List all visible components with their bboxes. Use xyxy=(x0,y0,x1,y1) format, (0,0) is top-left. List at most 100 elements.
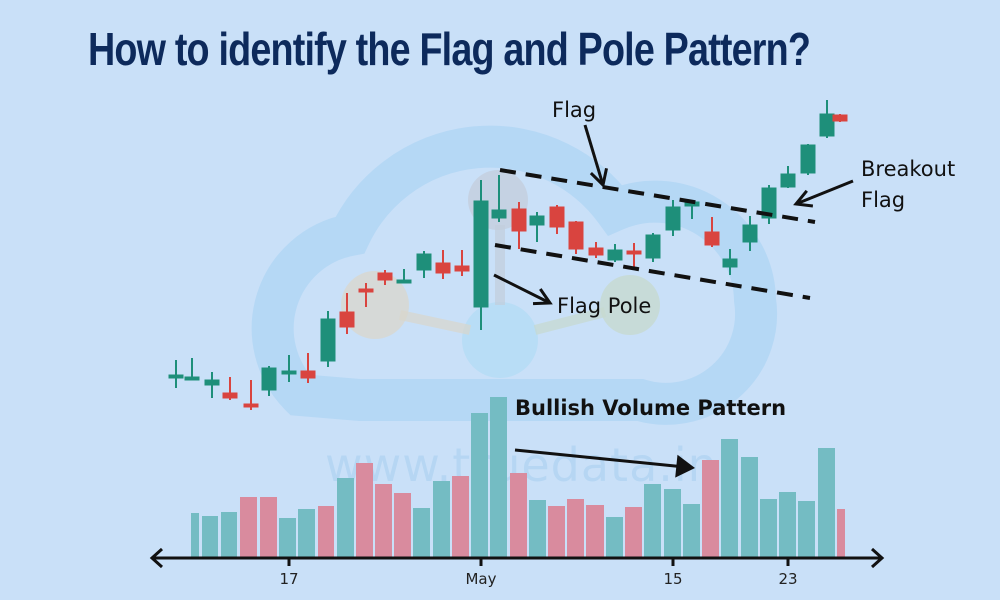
candlesticks xyxy=(168,100,848,410)
flag-lower-line xyxy=(494,243,811,300)
page-title: How to identify the Flag and Pole Patter… xyxy=(88,23,811,75)
volume-bar xyxy=(433,481,450,558)
volume-bar xyxy=(837,509,845,558)
breakout-flag-label: Breakout Flag xyxy=(861,154,955,216)
breakout-label-line1: Breakout xyxy=(861,157,956,181)
volume-bar xyxy=(191,513,199,558)
candle-body xyxy=(832,114,848,122)
candle-body xyxy=(454,265,470,272)
volume-bar xyxy=(760,499,777,558)
candle-body xyxy=(511,208,527,232)
volume-bar xyxy=(779,492,796,558)
volume-bar xyxy=(240,497,257,558)
candle-body xyxy=(491,209,507,219)
volume-bar xyxy=(529,500,546,558)
volume-bar xyxy=(644,484,661,558)
volume-bar xyxy=(798,501,815,558)
candle-body xyxy=(588,247,604,256)
candle-body xyxy=(396,279,412,284)
x-tick-label: 17 xyxy=(279,570,299,588)
candle-body xyxy=(377,272,393,281)
volume-bar xyxy=(471,413,488,558)
volume-bar xyxy=(818,448,835,558)
volume-bar xyxy=(721,439,738,558)
candle-body xyxy=(568,221,584,250)
candle-body xyxy=(243,403,259,408)
candle-body xyxy=(473,200,489,308)
logo-node-left xyxy=(341,271,409,339)
volume-bar xyxy=(221,512,237,558)
flag-pole-arrow-icon xyxy=(493,273,553,306)
candle-body xyxy=(261,367,277,391)
candle-body xyxy=(416,253,432,271)
volume-bar xyxy=(606,517,623,558)
volume-pattern-label: Bullish Volume Pattern xyxy=(515,396,787,420)
candle-body xyxy=(222,392,238,399)
volume-bar xyxy=(394,493,411,558)
x-tick-label: 23 xyxy=(778,570,798,588)
cloud-logo-icon xyxy=(251,125,778,425)
flag-trendlines xyxy=(494,168,816,300)
flag-arrow-icon xyxy=(583,124,608,188)
candle-body xyxy=(281,370,297,375)
breakout-label-line2: Flag xyxy=(861,188,906,212)
candle-body xyxy=(529,215,545,226)
candle-body xyxy=(358,288,374,293)
volume-bar xyxy=(279,518,296,558)
x-tick-label: 15 xyxy=(663,570,683,588)
candle-body xyxy=(435,262,451,274)
volume-bar xyxy=(413,508,430,558)
flag-upper-line xyxy=(499,168,816,224)
candle-body xyxy=(761,187,777,219)
candle-body xyxy=(645,234,661,259)
candle-body xyxy=(320,318,336,362)
annotation-arrows xyxy=(493,124,854,478)
candle-body xyxy=(742,224,758,243)
volume-bar xyxy=(375,484,392,558)
volume-bar xyxy=(702,460,719,558)
volume-bar xyxy=(683,504,700,558)
candle-body xyxy=(704,231,720,246)
volume-bar xyxy=(337,478,354,558)
candle-body xyxy=(184,376,200,381)
x-axis xyxy=(149,547,885,569)
volume-bar xyxy=(452,476,469,558)
logo-node-right xyxy=(600,275,660,335)
candle-body xyxy=(780,173,796,188)
candle-body xyxy=(722,258,738,268)
volume-bars xyxy=(191,397,845,558)
volume-bar xyxy=(548,506,565,558)
volume-bar xyxy=(625,507,642,558)
candle-body xyxy=(300,370,316,379)
candle-body xyxy=(626,250,642,255)
volume-bar xyxy=(356,463,373,558)
breakout-arrow-icon xyxy=(793,179,854,208)
candle-body xyxy=(549,206,565,228)
candle-body xyxy=(204,379,220,386)
volume-bar xyxy=(567,499,584,558)
flag-pole-label: Flag Pole xyxy=(557,294,652,318)
flag-label: Flag xyxy=(552,98,597,122)
candle-body xyxy=(800,144,816,174)
volume-arrow-icon xyxy=(514,448,695,478)
candle-body xyxy=(168,374,184,379)
volume-bar xyxy=(318,506,334,558)
volume-bar xyxy=(298,509,315,558)
axis-right-arrow-icon xyxy=(870,547,885,569)
volume-bar xyxy=(741,457,758,558)
candle-body xyxy=(665,206,681,231)
volume-bar xyxy=(202,516,218,558)
volume-bar xyxy=(664,489,681,558)
volume-bar xyxy=(260,497,277,558)
volume-bar xyxy=(510,473,527,558)
x-tick-label: May xyxy=(465,570,497,588)
x-axis-ticks xyxy=(287,558,790,566)
candle-body xyxy=(607,249,623,261)
axis-left-arrow-icon xyxy=(149,547,164,569)
candle-body xyxy=(819,113,835,137)
volume-bar xyxy=(490,397,507,558)
volume-bar xyxy=(586,505,604,558)
candle-body xyxy=(339,311,355,328)
